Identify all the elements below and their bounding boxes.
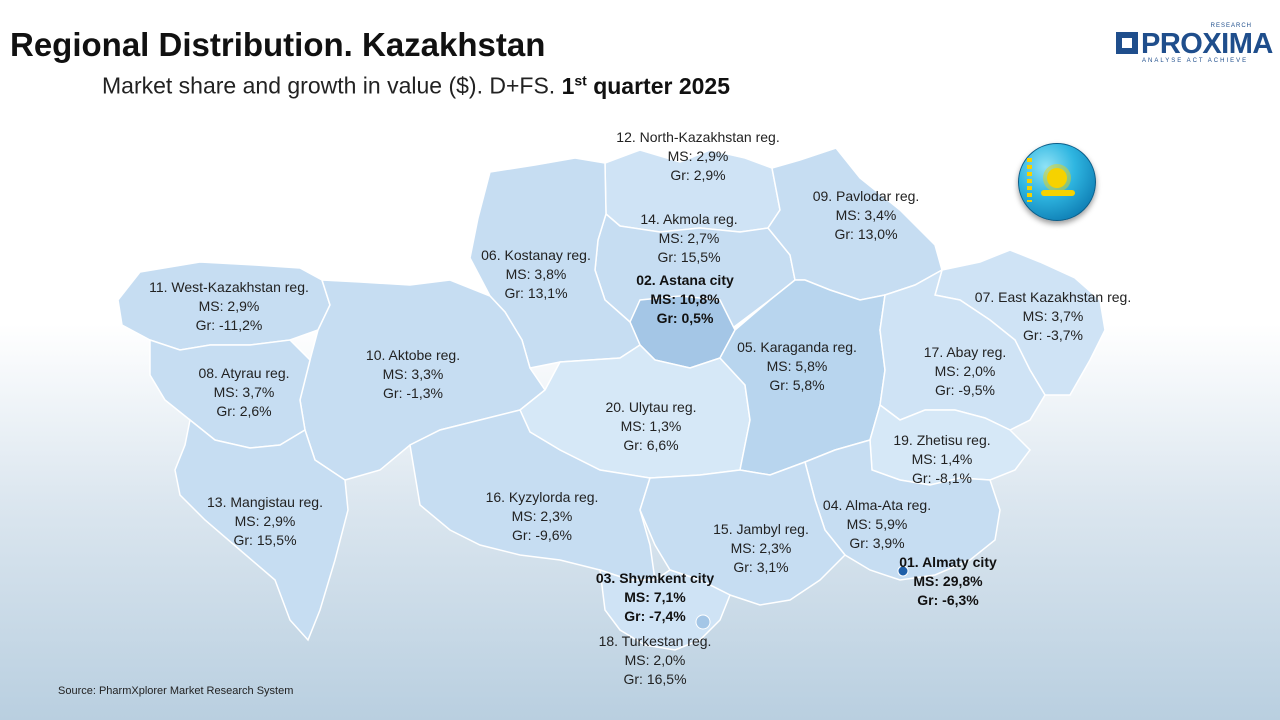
label-region-18: 18. Turkestan reg. MS: 2,0% Gr: 16,5% xyxy=(598,633,712,687)
label-region-01: 01. Almaty city MS: 29,8% Gr: -6,3% xyxy=(899,554,997,608)
subtitle-quarter: 1st quarter 2025 xyxy=(561,72,731,99)
page-title: Regional Distribution. Kazakhstan xyxy=(10,26,546,63)
label-region-19: 19. Zhetisu reg. MS: 1,4% Gr: -8,1% xyxy=(893,432,991,486)
label-region-12: 12. North-Kazakhstan reg. MS: 2,9% Gr: 2,9… xyxy=(616,129,780,183)
source-note: Source: PharmXplorer Market Research Sys… xyxy=(58,685,294,697)
logo-name: PROXIMA xyxy=(1141,28,1273,60)
label-region-09: 09. Pavlodar reg. MS: 3,4% Gr: 13,0% xyxy=(812,188,920,242)
region-03-shymkent-city-dot[interactable] xyxy=(695,614,711,630)
region-18-turkestan[interactable] xyxy=(599,568,731,651)
page-subtitle: Market share and growth in value ($). D+… xyxy=(102,72,730,100)
flag-eagle xyxy=(1041,190,1075,196)
label-region-11: 11. West-Kazakhstan reg. MS: 2,9% Gr: -11,… xyxy=(149,279,309,333)
label-region-07: 07. East Kazakhstan reg. MS: 3,7% Gr: -3,7… xyxy=(974,289,1132,343)
label-region-20: 20. Ulytau reg. MS: 1,3% Gr: 6,6% xyxy=(605,399,697,453)
label-region-03: 03. Shymkent city MS: 7,1% Gr: -7,4% xyxy=(595,570,715,624)
region-15-jambyl[interactable] xyxy=(639,461,847,606)
flag-sun xyxy=(1047,168,1067,188)
region-16-kyzylorda[interactable] xyxy=(409,409,656,581)
label-region-10: 10. Aktobe reg. MS: 3,3% Gr: -1,3% xyxy=(365,347,461,401)
label-region-06: 06. Kostanay reg. MS: 3,8% Gr: 13,1% xyxy=(481,247,591,301)
label-region-14: 14. Akmola reg. MS: 2,7% Gr: 15,5% xyxy=(640,211,738,265)
region-13-mangistau[interactable] xyxy=(174,418,349,642)
flag-ornament xyxy=(1027,158,1032,202)
label-region-13: 13. Mangistau reg. MS: 2,9% Gr: 15,5% xyxy=(207,494,323,548)
proxima-logo: PROXIMA RESEARCH ANALYSE ACT ACHIEVE xyxy=(1114,23,1273,66)
logo-tag-bottom: ANALYSE ACT ACHIEVE xyxy=(1142,58,1249,64)
label-region-08: 08. Atyrau reg. MS: 3,7% Gr: 2,6% xyxy=(198,365,290,419)
label-region-15: 15. Jambyl reg. MS: 2,3% Gr: 3,1% xyxy=(713,521,809,575)
region-01-almaty-city-dot[interactable] xyxy=(897,565,909,577)
label-region-17: 17. Abay reg. MS: 2,0% Gr: -9,5% xyxy=(923,344,1007,398)
label-region-05: 05. Karaganda reg. MS: 5,8% Gr: 5,8% xyxy=(737,339,857,393)
label-region-02: 02. Astana city MS: 10,8% Gr: 0,5% xyxy=(636,272,734,326)
logo-tag-top: RESEARCH xyxy=(1210,23,1252,29)
logo-mark-icon xyxy=(1116,32,1138,54)
label-region-16: 16. Kyzylorda reg. MS: 2,3% Gr: -9,6% xyxy=(485,489,599,543)
subtitle-prefix: Market share and growth in value ($). D+… xyxy=(102,72,562,99)
label-region-04: 04. Alma-Ata reg. MS: 5,9% Gr: 3,9% xyxy=(822,497,932,551)
kazakhstan-flag-icon xyxy=(1018,143,1096,221)
